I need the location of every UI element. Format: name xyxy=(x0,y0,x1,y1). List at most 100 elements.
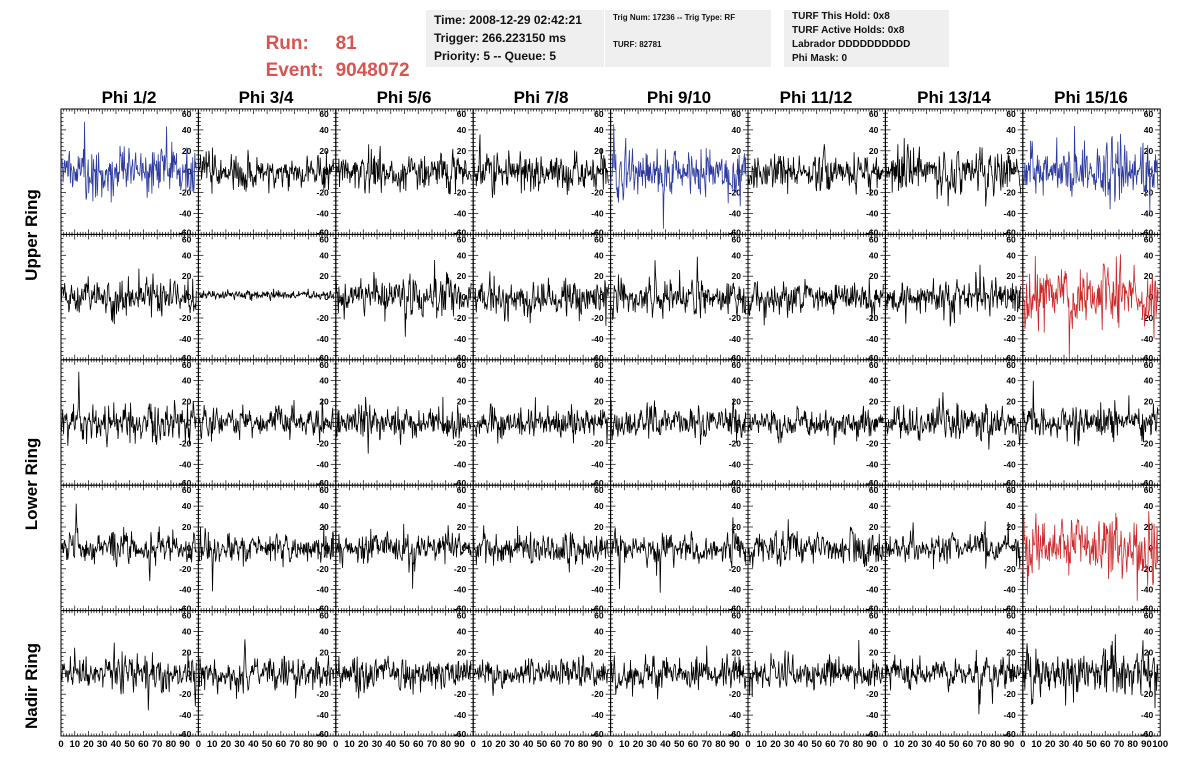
y-tick-label: -40 xyxy=(729,209,742,219)
y-tick-label: 40 xyxy=(319,376,329,386)
y-tick-label: -60 xyxy=(591,478,604,488)
y-tick-label: -40 xyxy=(1141,710,1154,720)
waveform-trace xyxy=(472,397,609,445)
y-tick-label: -60 xyxy=(1141,604,1154,614)
y-tick-label: 0 xyxy=(461,167,466,177)
waveform-trace xyxy=(60,503,197,582)
waveform-trace xyxy=(60,268,197,325)
y-tick-label: 40 xyxy=(457,125,467,135)
y-tick-label: 60 xyxy=(319,611,329,621)
waveform-trace xyxy=(610,256,747,321)
y-tick-label: -60 xyxy=(1141,478,1154,488)
x-tick-label: 80 xyxy=(715,739,726,750)
y-tick-label: -40 xyxy=(454,334,467,344)
y-tick-label: -20 xyxy=(729,188,742,198)
x-tick-label: 30 xyxy=(234,739,245,750)
waveform-trace xyxy=(885,649,1022,715)
y-tick-label: 20 xyxy=(457,146,467,156)
y-tick-label: 60 xyxy=(869,485,879,495)
y-tick-label: -40 xyxy=(1004,209,1017,219)
y-tick-label: 0 xyxy=(599,167,604,177)
y-tick-label: 20 xyxy=(594,522,604,532)
y-tick-label: -60 xyxy=(1004,729,1017,739)
x-tick-label: 50 xyxy=(949,739,960,750)
y-tick-label: -20 xyxy=(179,438,192,448)
y-tick-label: -60 xyxy=(317,478,330,488)
x-tick-label: 100 xyxy=(1152,739,1168,750)
y-tick-label: 60 xyxy=(1006,234,1016,244)
waveform-trace xyxy=(747,405,884,445)
y-tick-label: -20 xyxy=(317,564,330,574)
x-tick-label: 80 xyxy=(303,739,314,750)
y-tick-label: 20 xyxy=(182,522,192,532)
y-tick-label: -40 xyxy=(179,710,192,720)
y-tick-label: 0 xyxy=(324,292,329,302)
x-tick-label: 40 xyxy=(660,739,671,750)
waveform-trace xyxy=(885,521,1022,570)
y-tick-label: -20 xyxy=(317,438,330,448)
x-tick-label: 30 xyxy=(921,739,932,750)
y-tick-label: 40 xyxy=(594,250,604,260)
y-tick-label: 60 xyxy=(319,234,329,244)
event-label-text: Event: xyxy=(265,60,324,81)
y-tick-label: -60 xyxy=(179,353,192,363)
y-tick-label: 20 xyxy=(1006,271,1016,281)
y-tick-label: 0 xyxy=(461,668,466,678)
y-tick-label: 40 xyxy=(732,501,742,511)
x-tick-label: 90 xyxy=(592,739,603,750)
y-tick-label: -20 xyxy=(454,438,467,448)
waveform-panel-r5-c6: 60 40 20 0 -20 -40 -60 xyxy=(747,610,886,739)
y-tick-label: 20 xyxy=(1006,522,1016,532)
y-tick-label: 0 xyxy=(187,418,192,428)
x-tick-label: 70 xyxy=(427,739,438,750)
y-tick-label: -20 xyxy=(729,438,742,448)
x-tick-label: 50 xyxy=(1086,739,1097,750)
waveform-trace xyxy=(198,399,334,443)
x-tick-label: 60 xyxy=(550,739,561,750)
waveform-trace xyxy=(198,525,335,592)
y-tick-label: 60 xyxy=(869,360,879,370)
y-tick-label: 40 xyxy=(1006,125,1016,135)
waveform-trace xyxy=(472,654,609,696)
y-tick-label: -40 xyxy=(1004,459,1017,469)
y-tick-label: 20 xyxy=(594,397,604,407)
y-tick-label: 20 xyxy=(1006,146,1016,156)
y-tick-label: 60 xyxy=(732,485,742,495)
waveform-trace xyxy=(198,639,335,699)
y-tick-label: -60 xyxy=(729,729,742,739)
y-tick-label: -60 xyxy=(179,604,192,614)
y-tick-label: 60 xyxy=(319,360,329,370)
x-tick-label: 10 xyxy=(69,739,80,750)
y-tick-label: -40 xyxy=(179,459,192,469)
y-tick-label: 20 xyxy=(594,647,604,657)
y-tick-label: -40 xyxy=(454,459,467,469)
priority-text: Priority: 5 -- Queue: 5 xyxy=(434,49,557,63)
y-tick-label: -40 xyxy=(591,585,604,595)
y-tick-label: -60 xyxy=(317,604,330,614)
y-tick-label: -40 xyxy=(866,459,879,469)
waveform-panel-r4-c3: 60 40 20 0 -20 -40 -60 xyxy=(335,484,474,614)
turf-text: TURF: 82781 xyxy=(613,40,662,49)
y-tick-label: 0 xyxy=(736,543,741,553)
x-tick-label: 80 xyxy=(440,739,451,750)
y-tick-label: -20 xyxy=(317,313,330,323)
y-tick-label: 60 xyxy=(594,611,604,621)
y-tick-label: -20 xyxy=(1141,188,1154,198)
y-tick-label: 40 xyxy=(182,627,192,637)
y-tick-label: -60 xyxy=(866,478,879,488)
waveform-trace xyxy=(60,642,197,711)
y-tick-label: -60 xyxy=(1141,729,1154,739)
x-tick-label: 70 xyxy=(1114,739,1125,750)
y-tick-label: 60 xyxy=(869,234,879,244)
y-tick-label: -20 xyxy=(866,689,879,699)
x-tick-label: 50 xyxy=(262,739,273,750)
y-tick-label: -40 xyxy=(317,585,330,595)
x-tick-label: 10 xyxy=(207,739,218,750)
y-tick-label: -60 xyxy=(591,604,604,614)
x-tick-label: 30 xyxy=(784,739,795,750)
y-tick-label: 60 xyxy=(594,109,604,119)
